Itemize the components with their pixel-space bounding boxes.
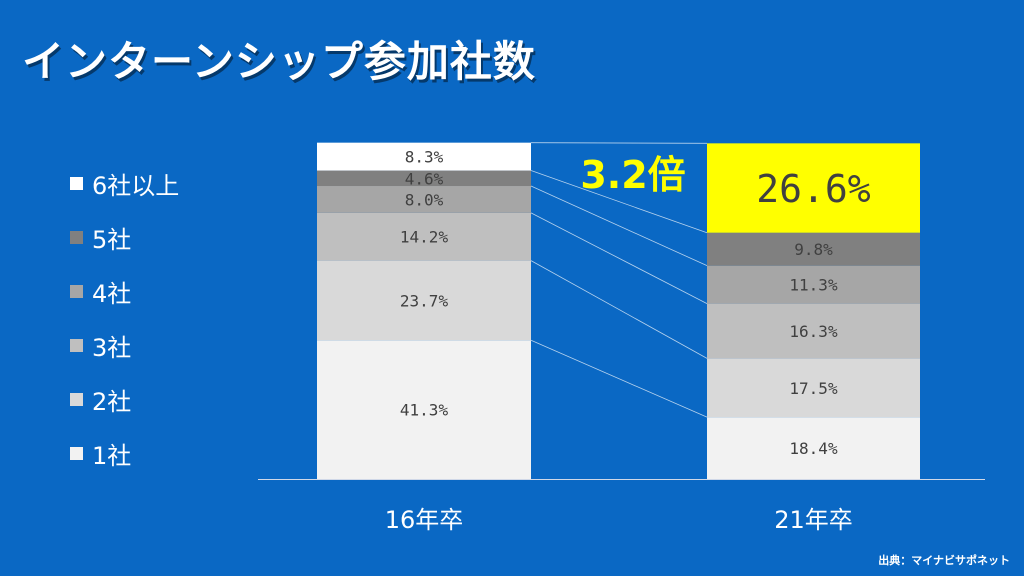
data-label: 11.3% <box>789 276 838 295</box>
bar-segment-1-4 <box>317 186 531 213</box>
legend-swatch <box>70 392 83 406</box>
data-label: 8.0% <box>405 190 444 209</box>
data-label: 17.5% <box>789 379 838 398</box>
legend-item: 4社 <box>70 276 132 308</box>
data-label: 4.6% <box>405 169 444 188</box>
legend-label: 1社 <box>92 441 132 470</box>
bar-segment-1-3 <box>317 212 531 261</box>
legend-item: 6社以上 <box>70 168 180 200</box>
bar-segment-1-1 <box>317 340 531 479</box>
legend-swatch <box>70 446 83 460</box>
legend-item: 3社 <box>70 330 132 362</box>
legend-label: 2社 <box>92 387 132 416</box>
data-label: 8.3% <box>405 148 444 167</box>
connector-line <box>530 339 708 418</box>
connector-line <box>530 142 708 144</box>
connector-line <box>530 185 708 267</box>
legend-label: 3社 <box>92 333 132 362</box>
data-label: 18.4% <box>789 439 838 458</box>
data-label: 14.2% <box>400 228 449 247</box>
connector-line <box>530 260 708 359</box>
bar-segment-2-2 <box>707 358 920 418</box>
legend-label: 4社 <box>92 279 132 308</box>
data-label: 23.7% <box>400 291 449 310</box>
legend-label: 6社以上 <box>92 171 180 200</box>
bar-segment-1-6 <box>317 142 531 171</box>
bar-segment-1-5 <box>317 170 531 187</box>
page-title: インターンシップ参加社数 <box>22 37 536 86</box>
bar-segment-1-2 <box>317 260 531 341</box>
data-label: 26.6% <box>756 167 871 211</box>
bar-segment-2-4 <box>707 265 920 304</box>
ratio-callout: 3.2倍 <box>580 153 685 197</box>
source-note: 出典：マイナビサポネット <box>878 554 1010 567</box>
data-label: 16.3% <box>789 322 838 341</box>
category-label: 21年卒 <box>774 506 853 534</box>
legend-swatch <box>70 284 83 298</box>
bar-segment-2-5 <box>707 232 920 266</box>
legend-swatch <box>70 230 83 244</box>
legend-item: 2社 <box>70 384 132 416</box>
legend-swatch <box>70 338 83 352</box>
data-label: 41.3% <box>400 401 449 420</box>
legend-label: 5社 <box>92 225 132 254</box>
legend-item: 1社 <box>70 438 132 470</box>
bar-segment-2-6 <box>707 143 920 233</box>
bar-segment-2-1 <box>707 417 920 479</box>
connector-line <box>530 212 708 304</box>
data-label: 9.8% <box>794 240 833 259</box>
connector-line <box>530 170 708 234</box>
legend-swatch <box>70 176 83 190</box>
bar-segment-2-3 <box>707 303 920 359</box>
legend-item: 5社 <box>70 222 132 254</box>
category-label: 16年卒 <box>385 506 464 534</box>
